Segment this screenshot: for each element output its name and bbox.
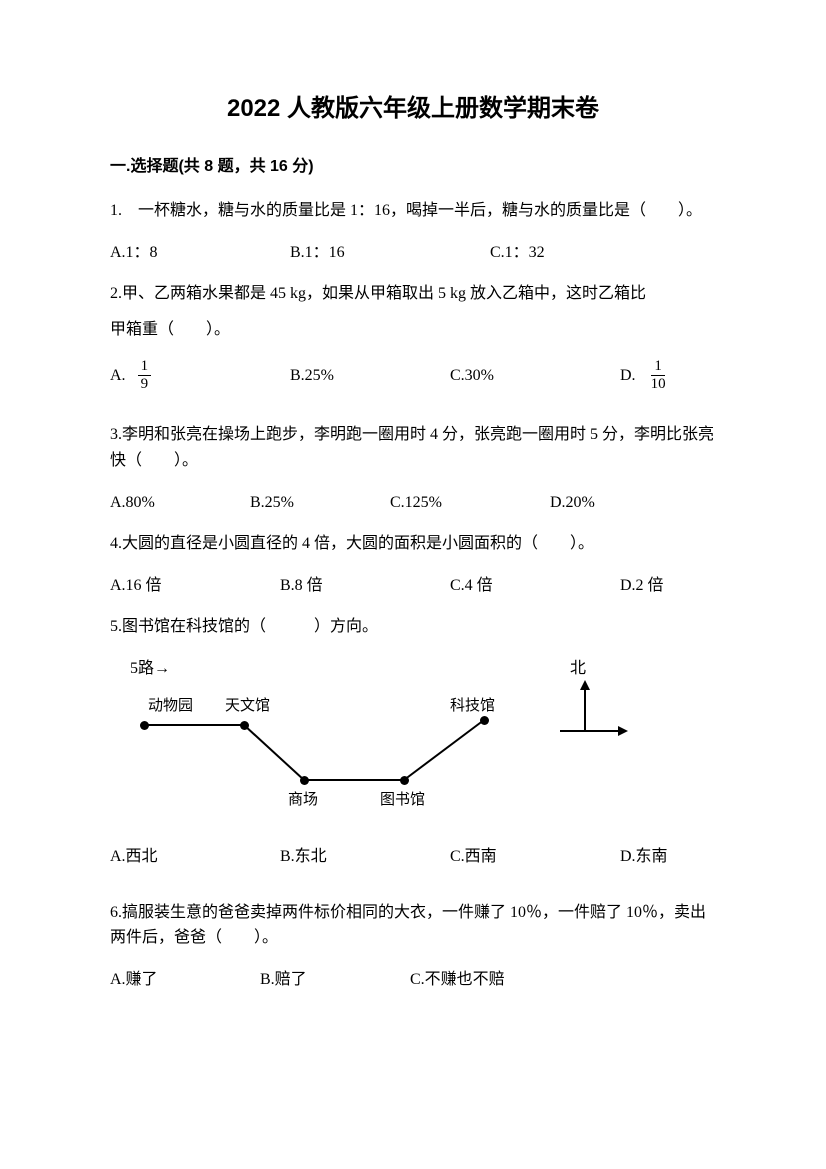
q1-opt-c: C.1：32 <box>490 240 640 266</box>
q3-opt-a: A.80% <box>110 490 250 516</box>
q3-opt-c: C.125% <box>390 490 550 516</box>
q2-d-num: 1 <box>651 358 665 376</box>
q3-text: 3.李明和张亮在操场上跑步，李明跑一圈用时 4 分，张亮跑一圈用时 5 分，李明… <box>110 422 716 473</box>
q5-text: 5.图书馆在科技馆的（ ）方向。 <box>110 614 716 640</box>
question-5: 5.图书馆在科技馆的（ ）方向。 <box>110 614 716 640</box>
q2-opt-c: C.30% <box>450 363 620 389</box>
q2-d-prefix: D. <box>620 363 636 389</box>
dot-icon <box>300 776 309 785</box>
q2-text-1: 2.甲、乙两箱水果都是 45 kg，如果从甲箱取出 5 kg 放入乙箱中，这时乙… <box>110 281 716 307</box>
q1-text: 1. 一杯糖水，糖与水的质量比是 1：16，喝掉一半后，糖与水的质量比是（ ）。 <box>110 198 716 224</box>
dot-icon <box>140 721 149 730</box>
q1-options: A.1：8 B.1：16 C.1：32 <box>110 240 716 266</box>
q2-a-num: 1 <box>138 358 152 376</box>
q6-opt-c: C.不赚也不赔 <box>410 967 590 993</box>
q2-text-2: 甲箱重（ ）。 <box>110 317 716 343</box>
q5-options: A.西北 B.东北 C.西南 D.东南 <box>110 844 716 870</box>
q6-text: 6.搞服装生意的爸爸卖掉两件标价相同的大衣，一件赚了 10％，一件赔了 10％，… <box>110 900 716 951</box>
q4-opt-c: C.4 倍 <box>450 573 620 599</box>
q4-text: 4.大圆的直径是小圆直径的 4 倍，大圆的面积是小圆面积的（ ）。 <box>110 531 716 557</box>
q2-a-den: 9 <box>138 376 152 393</box>
dot-icon <box>240 721 249 730</box>
q2-opt-b: B.25% <box>290 363 450 389</box>
question-2: 2.甲、乙两箱水果都是 45 kg，如果从甲箱取出 5 kg 放入乙箱中，这时乙… <box>110 281 716 342</box>
q5-opt-b: B.东北 <box>280 844 450 870</box>
question-3: 3.李明和张亮在操场上跑步，李明跑一圈用时 4 分，张亮跑一圈用时 5 分，李明… <box>110 422 716 473</box>
fraction-icon: 1 9 <box>138 358 152 392</box>
fraction-icon: 1 10 <box>648 358 669 392</box>
q3-opt-d: D.20% <box>550 490 670 516</box>
stop-library: 图书馆 <box>380 788 425 812</box>
q4-options: A.16 倍 B.8 倍 C.4 倍 D.2 倍 <box>110 573 716 599</box>
dot-icon <box>400 776 409 785</box>
q4-opt-d: D.2 倍 <box>620 573 700 599</box>
page-title: 2022 人教版六年级上册数学期末卷 <box>110 90 716 128</box>
question-1: 1. 一杯糖水，糖与水的质量比是 1：16，喝掉一半后，糖与水的质量比是（ ）。 <box>110 198 716 224</box>
q6-opt-a: A.赚了 <box>110 967 260 993</box>
q4-opt-a: A.16 倍 <box>110 573 280 599</box>
q3-opt-b: B.25% <box>250 490 390 516</box>
q2-a-prefix: A. <box>110 363 126 389</box>
q3-options: A.80% B.25% C.125% D.20% <box>110 490 716 516</box>
q5-opt-d: D.东南 <box>620 844 700 870</box>
q1-opt-a: A.1：8 <box>110 240 290 266</box>
q4-opt-b: B.8 倍 <box>280 573 450 599</box>
q2-opt-d: D. 1 10 <box>620 358 673 392</box>
question-4: 4.大圆的直径是小圆直径的 4 倍，大圆的面积是小圆面积的（ ）。 <box>110 531 716 557</box>
stop-zoo: 动物园 <box>148 694 193 718</box>
q5-opt-a: A.西北 <box>110 844 280 870</box>
stop-mall: 商场 <box>288 788 318 812</box>
stop-planet: 天文馆 <box>225 694 270 718</box>
q2-options: A. 1 9 B.25% C.30% D. 1 10 <box>110 358 716 392</box>
q5-opt-c: C.西南 <box>450 844 620 870</box>
question-6: 6.搞服装生意的爸爸卖掉两件标价相同的大衣，一件赚了 10％，一件赔了 10％，… <box>110 900 716 951</box>
q1-opt-b: B.1：16 <box>290 240 490 266</box>
q2-opt-a: A. 1 9 <box>110 358 290 392</box>
q6-opt-b: B.赔了 <box>260 967 410 993</box>
route-diagram: 5路→ 北 动物园 天文馆 商场 图书馆 科技馆 <box>110 656 716 826</box>
stop-sci: 科技馆 <box>450 694 495 718</box>
section-header: 一.选择题(共 8 题，共 16 分) <box>110 154 716 180</box>
q6-options: A.赚了 B.赔了 C.不赚也不赔 <box>110 967 716 993</box>
route-lines-icon <box>110 656 530 816</box>
compass-icon <box>550 676 640 756</box>
q2-d-den: 10 <box>648 376 669 393</box>
